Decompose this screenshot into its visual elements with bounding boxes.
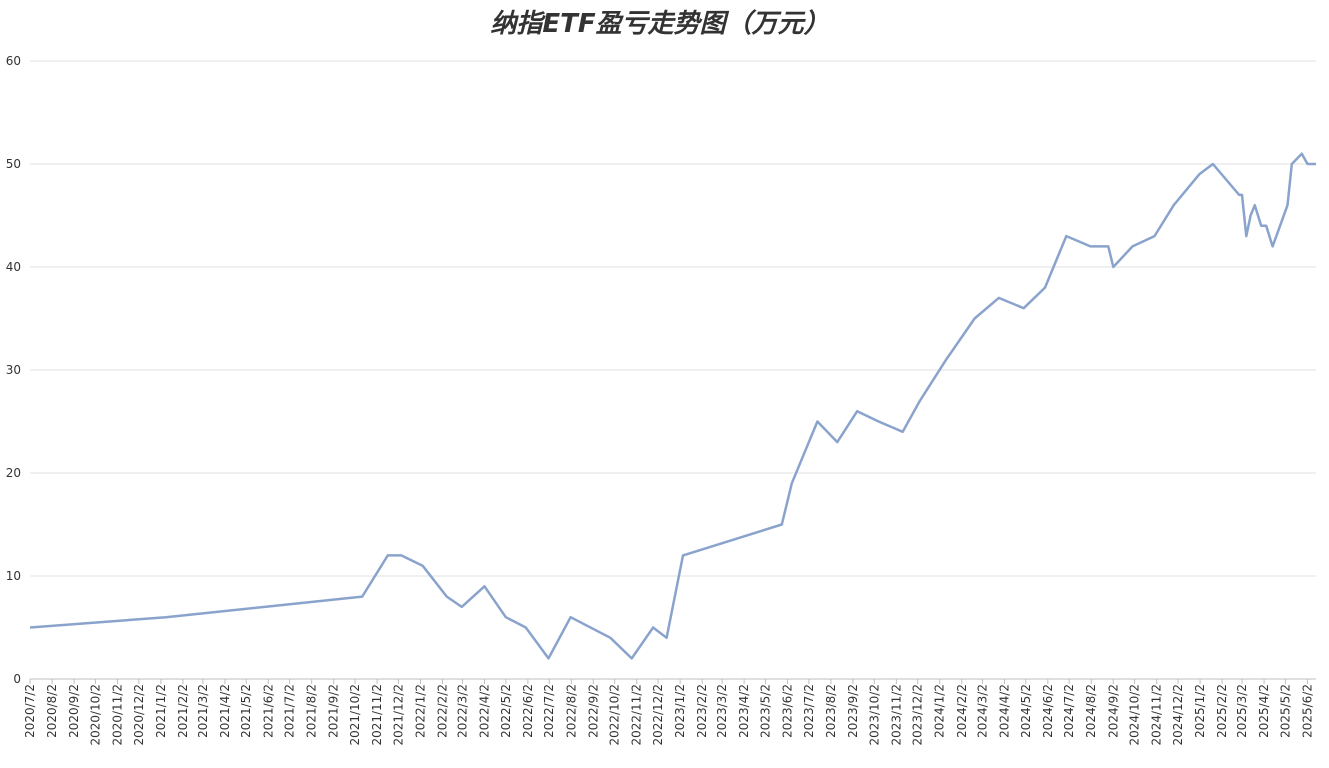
x-tick-label: 2024/1/2 (933, 684, 947, 738)
x-tick-label: 2025/5/2 (1278, 684, 1292, 738)
x-tick-label: 2023/7/2 (802, 684, 816, 738)
x-tick-label: 2022/4/2 (478, 684, 492, 738)
x-tick-label: 2022/5/2 (499, 684, 513, 738)
x-tick-label: 2025/4/2 (1257, 684, 1271, 738)
x-tick-label: 2024/12/2 (1171, 684, 1185, 746)
x-tick-label: 2021/8/2 (305, 684, 319, 738)
x-tick-label: 2021/4/2 (218, 684, 232, 738)
x-tick-label: 2025/2/2 (1215, 684, 1229, 738)
x-tick-label: 2021/11/2 (370, 684, 384, 746)
x-tick-label: 2024/11/2 (1150, 684, 1164, 746)
x-tick-label: 2024/8/2 (1084, 684, 1098, 738)
x-tick-label: 2023/6/2 (781, 684, 795, 738)
x-tick-label: 2022/11/2 (630, 684, 644, 746)
x-tick-label: 2020/11/2 (110, 684, 124, 746)
x-tick-label: 2020/12/2 (132, 684, 146, 746)
x-tick-label: 2024/9/2 (1106, 684, 1120, 738)
x-tick-label: 2021/9/2 (327, 684, 341, 738)
y-tick-label: 40 (6, 260, 21, 274)
x-tick-label: 2024/5/2 (1019, 684, 1033, 738)
y-tick-label: 20 (6, 466, 21, 480)
y-tick-label: 50 (6, 157, 21, 171)
x-tick-label: 2023/4/2 (737, 684, 751, 738)
x-tick-label: 2021/7/2 (283, 684, 297, 738)
x-tick-label: 2021/12/2 (391, 684, 405, 746)
x-tick-label: 2024/2/2 (955, 684, 969, 738)
x-tick-label: 2025/6/2 (1300, 684, 1314, 738)
x-tick-label: 2023/8/2 (824, 684, 838, 738)
x-tick-label: 2022/12/2 (651, 684, 665, 746)
x-tick-label: 2020/10/2 (88, 684, 102, 746)
x-tick-label: 2020/7/2 (23, 684, 37, 738)
x-tick-label: 2023/5/2 (758, 684, 772, 738)
y-tick-label: 0 (13, 672, 21, 686)
x-tick-label: 2022/8/2 (564, 684, 578, 738)
data-line (29, 152, 1316, 660)
x-tick-label: 2023/11/2 (889, 684, 903, 746)
x-tick-label: 2021/6/2 (261, 684, 275, 738)
x-tick-label: 2023/2/2 (695, 684, 709, 738)
y-tick-label: 10 (6, 569, 21, 583)
x-tick-label: 2020/9/2 (67, 684, 81, 738)
x-tick-label: 2024/7/2 (1062, 684, 1076, 738)
x-tick-label: 2022/3/2 (455, 684, 469, 738)
x-tick-label: 2021/5/2 (239, 684, 253, 738)
x-tick-label: 2022/9/2 (586, 684, 600, 738)
x-tick-label: 2021/1/2 (154, 684, 168, 738)
x-tick-label: 2020/8/2 (45, 684, 59, 738)
x-tick-label: 2021/2/2 (176, 684, 190, 738)
x-tick-label: 2023/12/2 (911, 684, 925, 746)
x-tick-label: 2024/3/2 (975, 684, 989, 738)
x-tick-label: 2023/1/2 (673, 684, 687, 738)
chart-title: 纳指ETF盈亏走势图（万元） (490, 9, 829, 39)
x-tick-label: 2022/10/2 (608, 684, 622, 746)
x-tick-label: 2021/10/2 (348, 684, 362, 746)
x-tick-label: 2025/1/2 (1193, 684, 1207, 738)
x-tick-label: 2022/7/2 (542, 684, 556, 738)
x-tick-label: 2021/3/2 (196, 684, 210, 738)
x-tick-label: 2023/3/2 (715, 684, 729, 738)
x-tick-label: 2024/4/2 (997, 684, 1011, 738)
x-tick-label: 2022/1/2 (413, 684, 427, 738)
y-tick-label: 60 (6, 54, 21, 68)
x-tick-label: 2025/3/2 (1235, 684, 1249, 738)
y-tick-label: 30 (6, 363, 21, 377)
x-tick-label: 2022/2/2 (436, 684, 450, 738)
x-tick-label: 2024/10/2 (1128, 684, 1142, 746)
x-tick-label: 2023/9/2 (846, 684, 860, 738)
x-tick-label: 2024/6/2 (1041, 684, 1055, 738)
x-tick-label: 2023/10/2 (867, 684, 881, 746)
x-tick-label: 2022/6/2 (521, 684, 535, 738)
